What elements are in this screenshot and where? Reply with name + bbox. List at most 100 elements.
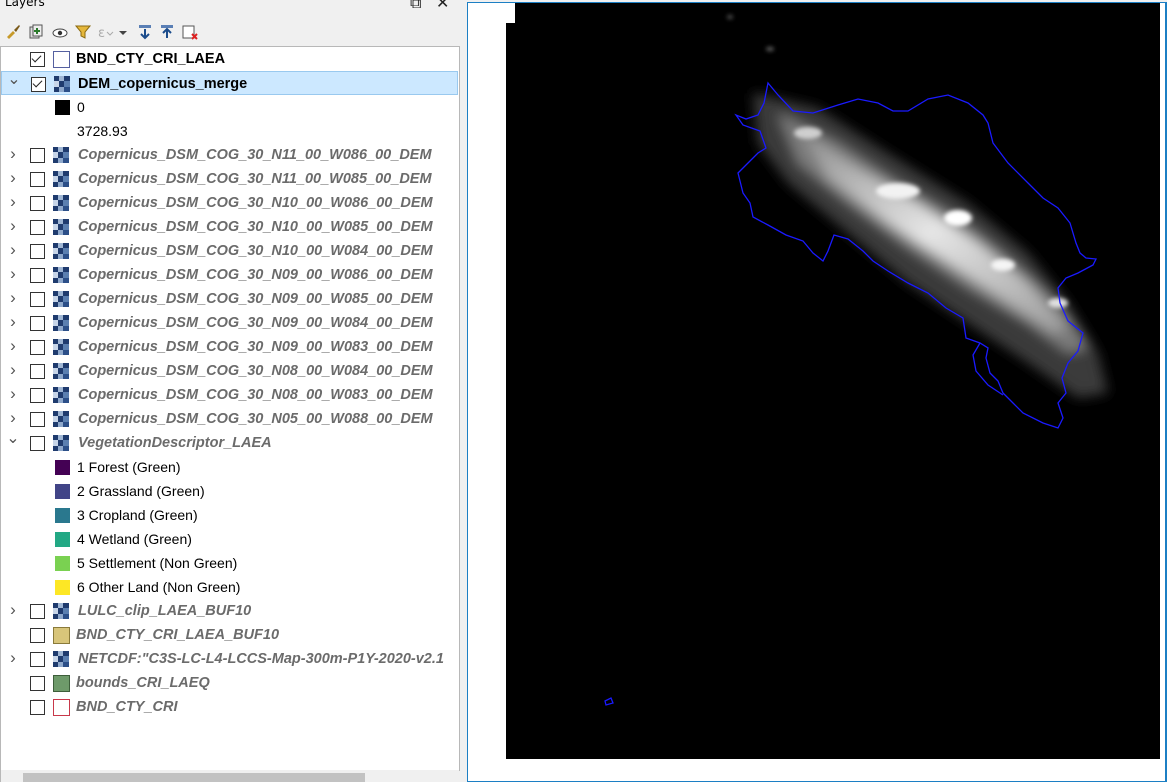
layer-name[interactable]: NETCDF:"C3S-LC-L4-LCCS-Map-300m-P1Y-2020…	[78, 651, 444, 667]
layer-name[interactable]: Copernicus_DSM_COG_30_N05_00_W088_00_DEM	[78, 411, 433, 427]
layer-visibility-checkbox[interactable]	[30, 628, 45, 643]
scrollbar-thumb[interactable]	[23, 773, 365, 782]
layer-visibility-checkbox[interactable]	[31, 77, 46, 92]
layer-row[interactable]: › Copernicus_DSM_COG_30_N09_00_W086_00_DE…	[1, 263, 459, 287]
layer-visibility-checkbox[interactable]	[30, 340, 45, 355]
layer-row[interactable]: BND_CTY_CRI_LAEA_BUF10	[1, 623, 459, 647]
expand-arrow-icon[interactable]: ›	[10, 264, 16, 283]
layer-name[interactable]: Copernicus_DSM_COG_30_N09_00_W083_00_DEM	[78, 339, 433, 355]
style-brush-icon[interactable]	[4, 23, 22, 41]
close-panel-button[interactable]: ✕	[436, 0, 450, 12]
remove-layer-icon[interactable]	[181, 23, 199, 41]
layer-name[interactable]: BND_CTY_CRI	[76, 699, 178, 715]
layer-name[interactable]: BND_CTY_CRI_LAEA_BUF10	[76, 627, 280, 643]
collapse-arrow-icon[interactable]: ⌄	[6, 430, 20, 447]
layer-row[interactable]: › Copernicus_DSM_COG_30_N10_00_W085_00_DE…	[1, 215, 459, 239]
expand-arrow-icon[interactable]: ›	[10, 192, 16, 211]
layer-row[interactable]: ⌄ VegetationDescriptor_LAEA	[1, 431, 459, 455]
expand-arrow-icon[interactable]: ›	[10, 288, 16, 307]
dropdown-arrow-icon[interactable]	[117, 23, 129, 41]
layer-name[interactable]: DEM_copernicus_merge	[78, 76, 248, 92]
expand-arrow-icon[interactable]: ›	[10, 648, 16, 667]
horizontal-scrollbar[interactable]	[0, 770, 459, 782]
layer-row[interactable]: › Copernicus_DSM_COG_30_N08_00_W084_00_DE…	[1, 359, 459, 383]
layer-row[interactable]: › NETCDF:"C3S-LC-L4-LCCS-Map-300m-P1Y-202…	[1, 647, 459, 671]
layer-row[interactable]: › Copernicus_DSM_COG_30_N11_00_W085_00_DE…	[1, 167, 459, 191]
layer-name[interactable]: Copernicus_DSM_COG_30_N11_00_W085_00_DEM	[78, 171, 432, 187]
expand-all-icon[interactable]	[136, 23, 154, 41]
layer-name[interactable]: Copernicus_DSM_COG_30_N10_00_W086_00_DEM	[78, 195, 433, 211]
expand-arrow-icon[interactable]: ›	[10, 168, 16, 187]
layer-row[interactable]: bounds_CRI_LAEQ	[1, 671, 459, 695]
layer-name[interactable]: Copernicus_DSM_COG_30_N11_00_W086_00_DEM	[78, 147, 432, 163]
expand-arrow-icon[interactable]: ›	[10, 240, 16, 259]
layer-name[interactable]: Copernicus_DSM_COG_30_N08_00_W083_00_DEM	[78, 387, 433, 403]
layer-visibility-checkbox[interactable]	[30, 604, 45, 619]
expand-arrow-icon[interactable]: ›	[10, 600, 16, 619]
layer-visibility-checkbox[interactable]	[30, 148, 45, 163]
layer-row[interactable]: BND_CTY_CRI_LAEA	[1, 47, 459, 71]
layer-row[interactable]: › Copernicus_DSM_COG_30_N10_00_W086_00_DE…	[1, 191, 459, 215]
expand-arrow-icon[interactable]: ›	[10, 384, 16, 403]
layer-visibility-checkbox[interactable]	[30, 268, 45, 283]
layer-name[interactable]: Copernicus_DSM_COG_30_N08_00_W084_00_DEM	[78, 363, 433, 379]
layer-visibility-checkbox[interactable]	[30, 676, 45, 691]
layer-visibility-checkbox[interactable]	[30, 52, 45, 67]
layer-name[interactable]: LULC_clip_LAEA_BUF10	[78, 603, 252, 619]
layer-visibility-checkbox[interactable]	[30, 244, 45, 259]
legend-label: 0	[77, 99, 85, 115]
layer-name[interactable]: VegetationDescriptor_LAEA	[78, 435, 272, 451]
layer-name[interactable]: bounds_CRI_LAEQ	[76, 675, 210, 691]
layer-row[interactable]: › Copernicus_DSM_COG_30_N08_00_W083_00_DE…	[1, 383, 459, 407]
expand-arrow-icon[interactable]: ›	[10, 144, 16, 163]
layer-row[interactable]: BND_CTY_CRI	[1, 695, 459, 719]
layer-visibility-checkbox[interactable]	[30, 292, 45, 307]
layers-toolbar: ε	[0, 20, 460, 46]
visibility-eye-icon[interactable]	[51, 23, 69, 41]
layer-name[interactable]: Copernicus_DSM_COG_30_N10_00_W084_00_DEM	[78, 243, 433, 259]
legend-swatch	[55, 508, 70, 523]
expression-filter-icon[interactable]: ε	[97, 23, 115, 41]
layer-row[interactable]: › LULC_clip_LAEA_BUF10	[1, 599, 459, 623]
vector-fill-polygon-icon	[53, 675, 70, 692]
expand-arrow-icon[interactable]: ›	[10, 312, 16, 331]
float-panel-button[interactable]: ⧉	[410, 0, 422, 12]
raster-icon	[53, 219, 69, 235]
layer-row[interactable]: ⌄ DEM_copernicus_merge	[1, 71, 458, 95]
layer-row[interactable]: › Copernicus_DSM_COG_30_N09_00_W084_00_DE…	[1, 311, 459, 335]
add-group-icon[interactable]	[27, 23, 45, 41]
layer-visibility-checkbox[interactable]	[30, 388, 45, 403]
map-canvas[interactable]	[467, 2, 1167, 782]
collapse-arrow-icon[interactable]: ⌄	[7, 71, 21, 88]
layer-name[interactable]: Copernicus_DSM_COG_30_N09_00_W086_00_DEM	[78, 267, 433, 283]
layer-visibility-checkbox[interactable]	[30, 316, 45, 331]
layer-row[interactable]: › Copernicus_DSM_COG_30_N09_00_W085_00_DE…	[1, 287, 459, 311]
layer-row[interactable]: › Copernicus_DSM_COG_30_N11_00_W086_00_DE…	[1, 143, 459, 167]
layer-visibility-checkbox[interactable]	[30, 652, 45, 667]
layer-visibility-checkbox[interactable]	[30, 700, 45, 715]
layer-row[interactable]: › Copernicus_DSM_COG_30_N09_00_W083_00_DE…	[1, 335, 459, 359]
raster-icon	[53, 363, 69, 379]
raster-icon	[53, 603, 69, 619]
collapse-all-icon[interactable]	[158, 23, 176, 41]
layers-tree[interactable]: BND_CTY_CRI_LAEA ⌄ DEM_copernicus_merge 0 37…	[0, 46, 460, 771]
layer-name[interactable]: Copernicus_DSM_COG_30_N09_00_W084_00_DEM	[78, 315, 433, 331]
expand-arrow-icon[interactable]: ›	[10, 336, 16, 355]
layer-visibility-checkbox[interactable]	[30, 364, 45, 379]
layer-name[interactable]: BND_CTY_CRI_LAEA	[76, 51, 226, 67]
expand-arrow-icon[interactable]: ›	[10, 216, 16, 235]
expand-arrow-icon[interactable]: ›	[10, 408, 16, 427]
layer-visibility-checkbox[interactable]	[30, 220, 45, 235]
layer-name[interactable]: Copernicus_DSM_COG_30_N09_00_W085_00_DEM	[78, 291, 433, 307]
filter-icon[interactable]	[74, 23, 92, 41]
layer-visibility-checkbox[interactable]	[30, 196, 45, 211]
panel-splitter[interactable]	[460, 0, 467, 782]
layer-row[interactable]: › Copernicus_DSM_COG_30_N05_00_W088_00_DE…	[1, 407, 459, 431]
layer-visibility-checkbox[interactable]	[30, 172, 45, 187]
layer-visibility-checkbox[interactable]	[30, 412, 45, 427]
layer-visibility-checkbox[interactable]	[30, 436, 45, 451]
layer-row[interactable]: › Copernicus_DSM_COG_30_N10_00_W084_00_DE…	[1, 239, 459, 263]
expand-arrow-icon[interactable]: ›	[10, 360, 16, 379]
layer-name[interactable]: Copernicus_DSM_COG_30_N10_00_W085_00_DEM	[78, 219, 433, 235]
legend-label: 4 Wetland (Green)	[77, 531, 192, 547]
